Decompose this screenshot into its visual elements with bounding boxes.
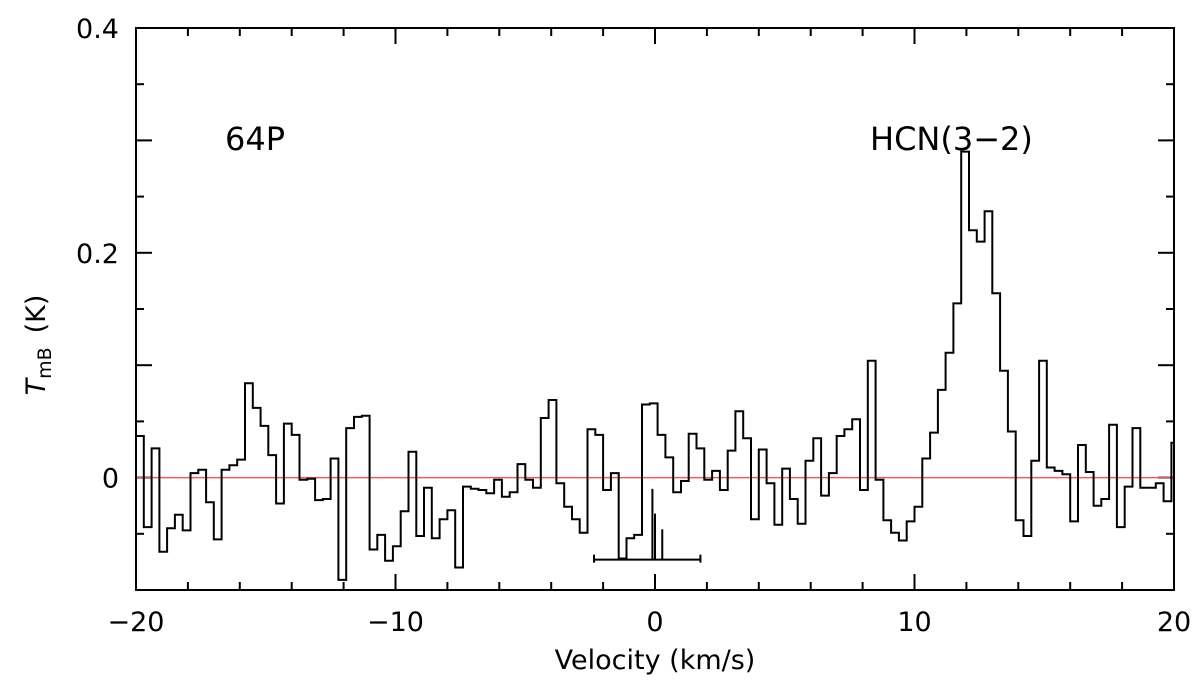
x-tick-label: 20 (1157, 607, 1191, 638)
line-annotation: HCN(3−2) (870, 120, 1033, 158)
y-tick-label: 0 (102, 464, 119, 495)
y-axis-label: TmB (K) (21, 295, 56, 396)
hyperfine-components-marker (593, 488, 702, 563)
y-axis-label-subscript: mB (34, 347, 56, 379)
y-axis-label-symbol: T (21, 376, 52, 395)
y-axis-label-unit: (K) (21, 295, 52, 334)
x-tick-label: −20 (108, 607, 165, 638)
y-tick-label: 0.2 (76, 239, 119, 270)
x-axis-label: Velocity (km/s) (555, 645, 756, 676)
y-tick-label: 0.4 (76, 14, 119, 45)
plot-frame (135, 27, 1175, 591)
object-annotation: 64P (225, 120, 285, 158)
x-tick-label: 10 (897, 607, 931, 638)
axis-ticks (135, 27, 1175, 591)
tick-labels: −20 −10 0 10 20 0 0.2 0.4 (76, 14, 1191, 638)
x-tick-label: 0 (646, 607, 663, 638)
x-tick-label: −10 (367, 607, 424, 638)
